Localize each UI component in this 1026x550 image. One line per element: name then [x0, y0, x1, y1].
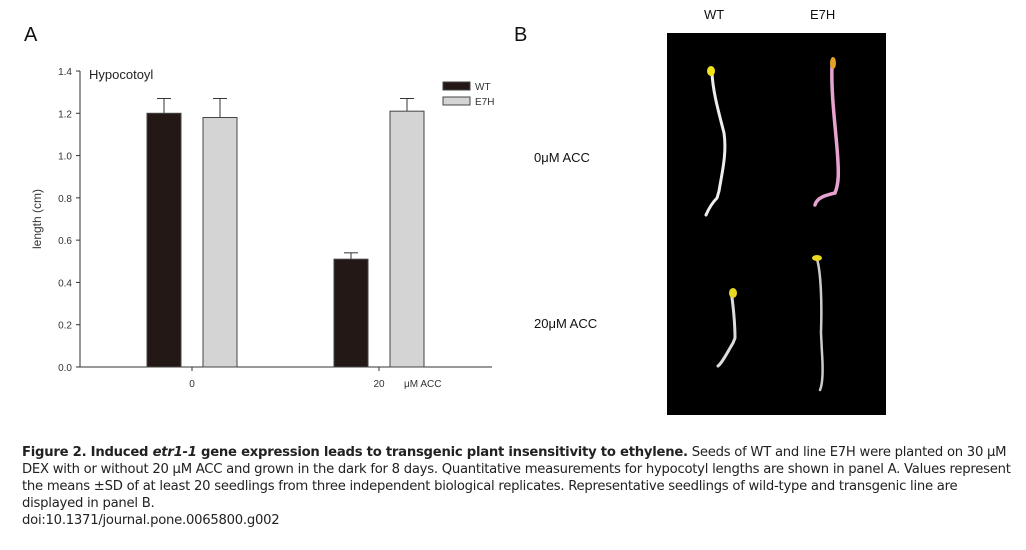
figure-caption: Figure 2. Induced etr1-1 gene expression…: [22, 444, 1014, 529]
caption-gene: etr1-1: [152, 445, 197, 460]
photo-column-label-e7h: E7H: [810, 7, 836, 22]
photo-row-label-20: 20μM ACC: [534, 316, 598, 331]
photo-column-label-wt: WT: [704, 7, 725, 22]
legend-label-e7h: E7H: [475, 97, 494, 108]
y-tick-label: 1.4: [58, 67, 72, 78]
y-axis-label: length (cm): [30, 189, 44, 249]
caption-title-post: gene expression leads to transgenic plan…: [196, 445, 688, 460]
panel-a-label: A: [24, 24, 38, 46]
legend-swatch-e7h: [442, 96, 471, 106]
x-axis-label: μM ACC: [404, 379, 441, 390]
seedling-image: [704, 57, 841, 392]
seedling-e7h-20: [815, 257, 824, 392]
seedling-wt-0: [704, 71, 727, 217]
seedling-wt-20-tip: [729, 288, 737, 298]
x-tick-label: 0: [189, 379, 195, 390]
seedling-wt-0-tip: [707, 66, 715, 76]
y-tick-label: 0.0: [58, 363, 72, 374]
seedling-e7h-0: [813, 63, 841, 207]
bar-e7h-0: [202, 117, 238, 368]
seedling-e7h-20-tip: [812, 255, 822, 261]
y-tick-label: 1.2: [58, 109, 72, 120]
x-tick-label: 20: [373, 379, 385, 390]
bar-wt-20: [333, 258, 369, 368]
y-tick-label: 0.8: [58, 194, 72, 205]
photo-row-label-0: 0μM ACC: [534, 150, 590, 165]
y-tick-label: 1.0: [58, 152, 72, 163]
y-tick-label: 0.6: [58, 236, 72, 247]
seedling-e7h-0-tip: [830, 57, 836, 69]
caption-doi: doi:10.1371/journal.pone.0065800.g002: [22, 513, 280, 528]
y-tick-label: 0.4: [58, 278, 72, 289]
chart-title: Hypocotoyl: [89, 67, 153, 82]
seedling-photo: [667, 33, 886, 415]
caption-title-pre: Figure 2. Induced: [22, 445, 153, 460]
bar-e7h-20: [389, 110, 425, 368]
legend-label-wt: WT: [475, 82, 491, 93]
caption-body: Seeds of WT and line E7H were planted on…: [22, 445, 1011, 511]
bar-wt-0: [146, 112, 182, 368]
y-tick-label: 0.2: [58, 321, 72, 332]
panel-b-label: B: [514, 24, 528, 46]
bar-chart: 0.0 0.2 0.4 0.6 0.8 1.0 1.2 1.4 length (cm) Hypoc…: [30, 67, 494, 390]
legend-swatch-wt: [442, 81, 471, 91]
seedling-wt-20: [716, 289, 737, 368]
